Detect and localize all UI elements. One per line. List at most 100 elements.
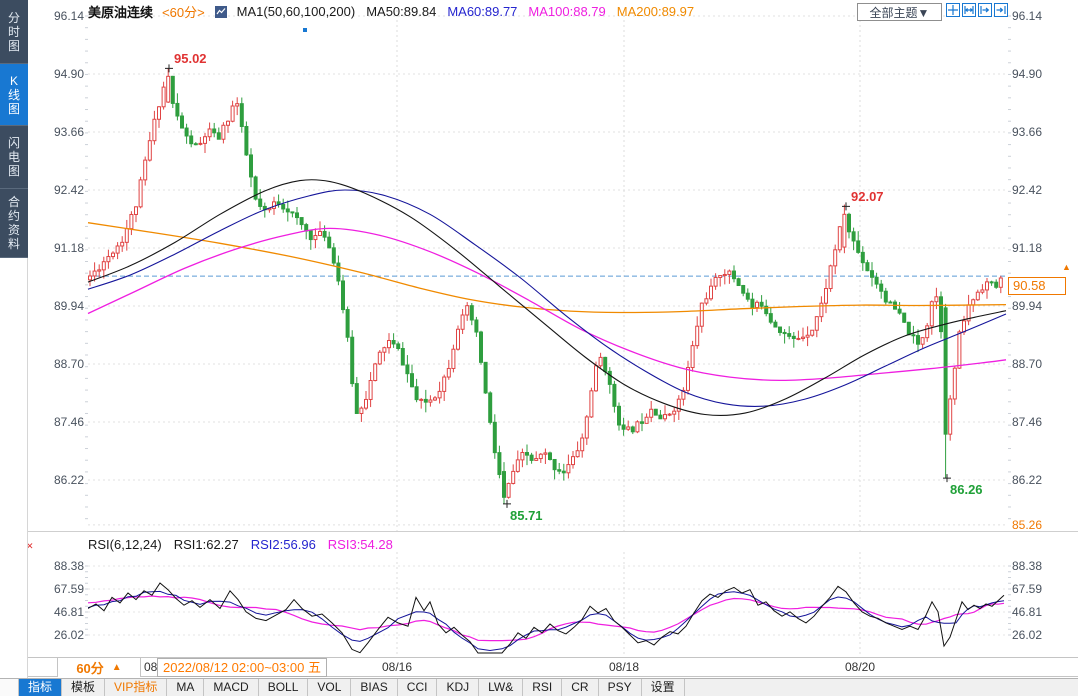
ma-value-1: MA1(50,60,100,200) [236,4,356,19]
price-axis-right-label: 86.22 [1012,472,1043,487]
rsi-value-1: RSI(6,12,24) [88,537,162,552]
chart-header: 美原油连续 <60分> MA1(50,60,100,200) MA50:89.84… [88,3,694,20]
rsi-value-2: RSI1:62.27 [173,537,239,552]
price-axis-left-label: 94.90 [53,66,84,81]
price-axis-left-label: 91.18 [53,240,84,255]
rsi-header: RSI(6,12,24) RSI1:62.27 RSI2:56.96 RSI3:54.… [88,537,393,552]
price-axis-left-label: 89.94 [53,298,84,313]
pane-collapse-icon[interactable]: ✕ [26,541,34,551]
chevron-up-icon: ▲ [111,662,122,673]
rsi-axis-left-label: 88.38 [53,559,84,573]
extreme-price-annotation: 86.26 [950,482,983,498]
tab-CCI[interactable]: CCI [398,679,438,696]
symbol-title: 美原油连续 [88,5,154,20]
price-axis-left-label: 92.42 [53,182,84,197]
rsi-axis-right-label: 26.02 [1012,628,1043,642]
sidebar-item-4[interactable]: 合约资料 [0,189,28,258]
sidebar-item-3[interactable]: 闪电图 [0,126,28,189]
price-axis-right-label: 96.14 [1012,9,1043,23]
rsi-axis-left-label: 26.02 [53,628,84,642]
tab-KDJ[interactable]: KDJ [437,679,480,696]
period-selector-label: 60分 [76,661,104,676]
sidebar-item-1[interactable]: 分时图 [0,0,28,64]
tabbar-spacer [0,679,19,696]
crosshair-icon[interactable] [946,3,960,17]
theme-dropdown[interactable]: 全部主题▼ [857,3,942,21]
extreme-price-annotation: 92.07 [851,189,884,205]
ma-value-2: MA50:89.84 [366,4,437,19]
extreme-cross-marker [503,499,511,508]
rsi-value-3: RSI2:56.96 [250,537,316,552]
tab-VIP指标[interactable]: VIP指标 [105,679,168,696]
ma-line-ma200 [87,222,1007,314]
tab-PSY[interactable]: PSY [599,679,642,696]
chart-toolbar [946,3,1008,17]
rsi-value-4: RSI3:54.28 [327,537,393,552]
tab-BOLL[interactable]: BOLL [259,679,309,696]
tab-CR[interactable]: CR [562,679,599,696]
price-axis-right-label: 92.42 [1012,182,1043,197]
period-selector[interactable]: 60分 ▲ [57,658,141,677]
rsi-lines-layer [88,582,1005,654]
ma-lines-layer [87,179,1007,416]
x-axis-date-label: 08/18 [608,660,640,674]
x-axis-date-label: 08/20 [844,660,876,674]
rsi1-line [88,582,1005,654]
price-axis-left-label: 96.14 [53,9,84,23]
current-price-label: 90.58 [1008,277,1066,295]
rsi-axis-left-label: 46.81 [53,605,84,619]
price-axis-left-label: 88.70 [53,356,84,371]
pane-divider [28,531,1078,532]
tab-MACD[interactable]: MACD [204,679,259,696]
fit-width-icon[interactable] [962,3,976,17]
ma-line-ma100 [87,227,1007,382]
rsi-axis-right-label: 88.38 [1012,559,1043,573]
price-axis-right-label: 89.94 [1012,298,1043,313]
tab-模板[interactable]: 模板 [62,679,106,696]
ma-value-3: MA60:89.77 [447,4,518,19]
marker-dot-icon [303,28,307,32]
price-axis-right-label: 87.46 [1012,414,1043,429]
indicator-tabbar: 指标 模板 VIP指标 MA MACD BOLL VOL BIAS CCI KDJ LW& RSI CR… [0,678,1078,696]
scroll-right-icon[interactable] [978,3,992,17]
tab-MA[interactable]: MA [167,679,205,696]
x-axis-date-clipped: 08 [144,660,158,674]
indicator-chart-icon [214,5,228,19]
price-direction-arrow: ▲ [1062,262,1071,272]
tab-VOL[interactable]: VOL [308,679,352,696]
tab-指标[interactable]: 指标 [19,679,63,696]
rsi-axis-right-label: 67.59 [1012,582,1043,596]
rsi-axis-left-label: 67.59 [53,582,84,596]
ma-values: MA1(50,60,100,200) MA50:89.84 MA60:89.77 MA… [237,4,694,19]
tab-RSI[interactable]: RSI [523,679,563,696]
price-axis-min-label: 85.26 [1012,517,1043,532]
tab-设置[interactable]: 设置 [642,679,685,696]
price-axis-right-label: 93.66 [1012,124,1043,139]
rsi2-line [88,590,1005,652]
jump-latest-icon[interactable] [994,3,1008,17]
theme-dropdown-label: 全部主题▼ [869,5,930,20]
ma-line-ma60 [87,189,1007,407]
period-indicator: <60分> [162,5,205,20]
rsi-axis-right-label: 46.81 [1012,605,1043,619]
price-axis-right-label: 88.70 [1012,356,1043,371]
rsi3-line [88,595,1005,642]
grid-layer [85,10,1011,655]
tab-LW&[interactable]: LW& [479,679,524,696]
candles-layer [88,68,1003,504]
price-axis-left-label: 93.66 [53,124,84,139]
tab-BIAS[interactable]: BIAS [351,679,398,696]
bar-time-tooltip: 2022/08/12 02:00~03:00 五 [157,658,327,677]
x-axis-date-label: 08/16 [381,660,413,674]
price-axis-right-label: 94.90 [1012,66,1043,81]
price-axis-left-label: 86.22 [53,472,84,487]
extreme-price-annotation: 95.02 [174,51,207,67]
price-axis-right-label: 91.18 [1012,240,1043,255]
ma-line-ma50 [87,179,1007,416]
ma-value-4: MA100:88.79 [528,4,606,19]
extreme-cross-marker [842,202,850,211]
extreme-price-annotation: 85.71 [510,507,543,523]
